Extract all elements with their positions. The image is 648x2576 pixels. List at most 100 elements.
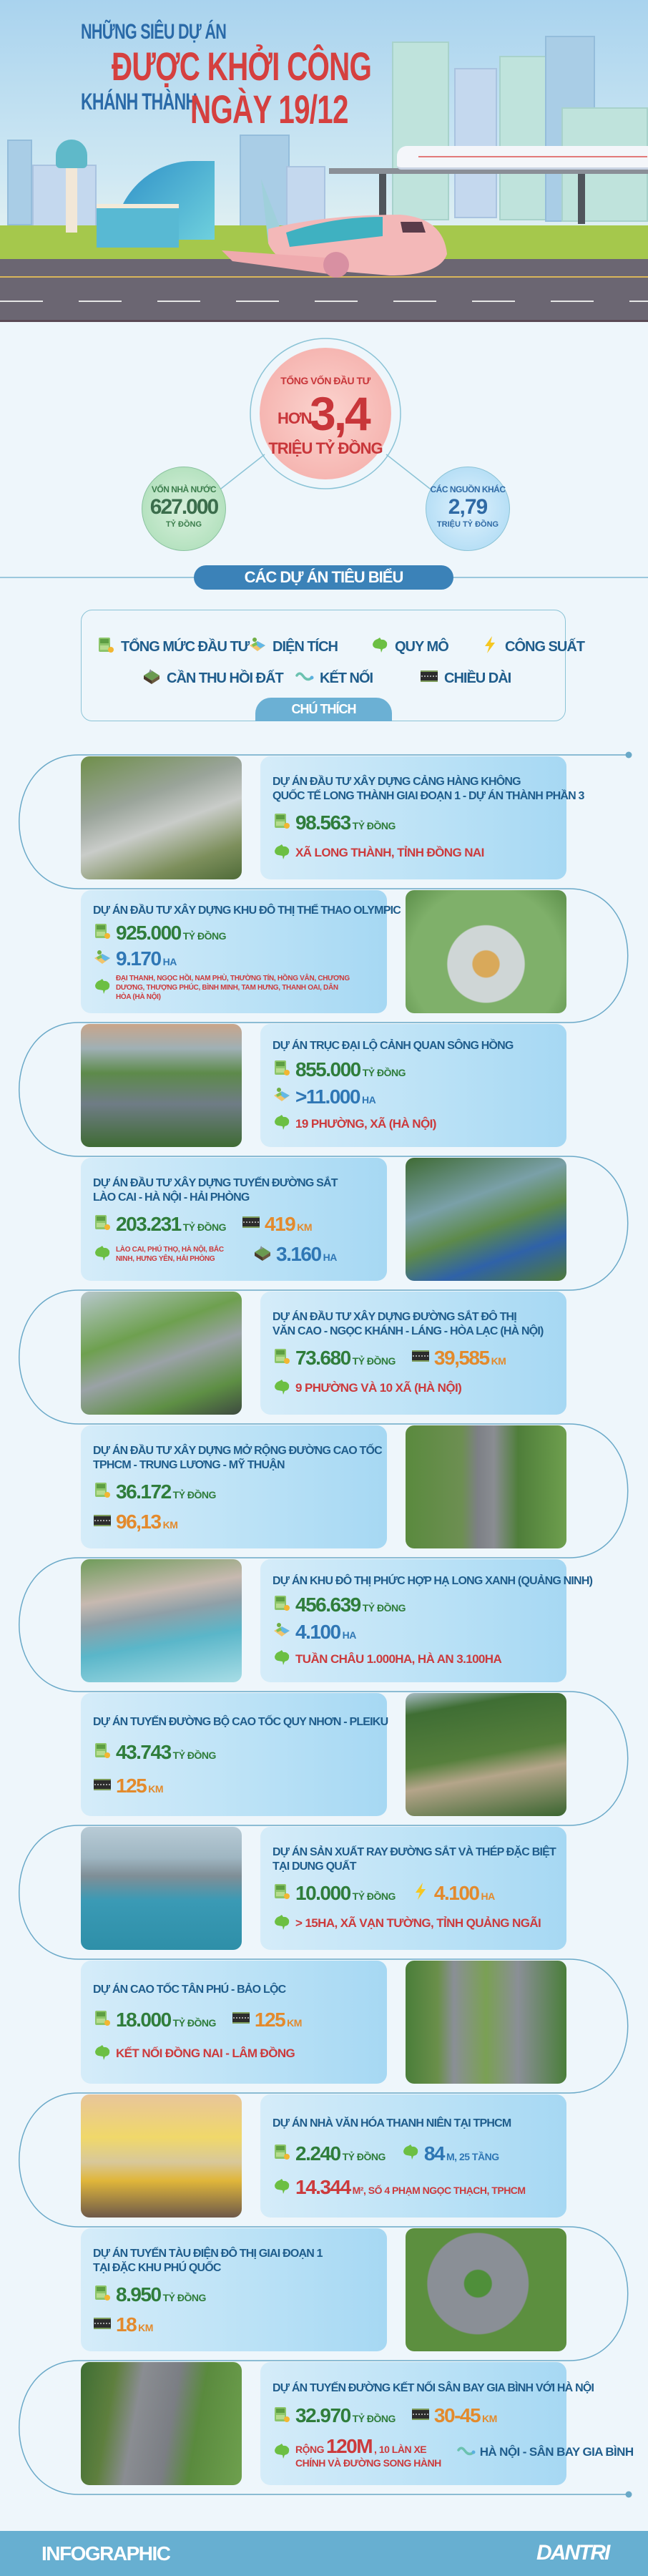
stat-row: 96,13 KM [93, 1511, 377, 1533]
stat-unit: HA [162, 956, 177, 968]
hero-banner: NHỮNG SIÊU DỰ ÁN ĐƯỢC KHỞI CÔNG KHÁNH TH… [0, 0, 648, 322]
stat-money: 32.970 TỶ ĐỒNG [273, 2405, 396, 2427]
stat-unit: HA [342, 1629, 357, 1641]
connect-icon [456, 2441, 476, 2464]
stat-text: > 15HA, XÃ VẠN TƯỜNG, TỈNH QUẢNG NGÃI [295, 1913, 541, 1934]
stat-unit: KM [491, 1355, 506, 1367]
summary-connectors [214, 338, 437, 494]
stat-row: 855.000 TỶ ĐỒNG [273, 1058, 556, 1080]
project-title-line: DỰ ÁN NHÀ VĂN HÓA THANH NIÊN TẠI TPHCM [273, 2117, 511, 2129]
stat-text: 30-45 KM [434, 2405, 497, 2426]
stat-row: 125 KM [93, 1775, 377, 1797]
stat-row: KẾT NỐI ĐỒNG NAI - LÂM ĐỒNG [93, 2043, 377, 2065]
project-photo [81, 2362, 242, 2485]
stat-unit: TỶ ĐỒNG [172, 1749, 217, 1761]
legend-label: CHIỀU DÀI [444, 670, 511, 686]
stat-text: >11.000 HA [295, 1085, 376, 1108]
stat-text: 98.563 TỶ ĐỒNG [295, 811, 396, 834]
money-icon [93, 2283, 112, 2306]
stat-money: 73.680 TỶ ĐỒNG [273, 1347, 396, 1369]
stat-row: 10.000 TỶ ĐỒNG 4.100 HA [273, 1882, 556, 1904]
stat-row: 203.231 TỶ ĐỒNG 419 KM [93, 1213, 377, 1235]
scale-icon [93, 977, 112, 999]
stat-row: 36.172 TỶ ĐỒNG [93, 1480, 377, 1503]
stat-text: 203.231 TỶ ĐỒNG [116, 1212, 227, 1235]
scale-icon [273, 2441, 291, 2464]
stat-value: 456.639 [295, 1593, 361, 1616]
total-value: 3,4 [310, 387, 371, 440]
stat-value: HÀ NỘI - SÂN BAY GIA BÌNH [479, 2445, 634, 2459]
stat-money: 2.240 TỶ ĐỒNG [273, 2142, 386, 2165]
stat-line: TUẦN CHÂU 1.000HA, HÀ AN 3.100HA [295, 1649, 502, 1670]
stat-row: 2.240 TỶ ĐỒNG 84 M, 25 TẦNG [273, 2142, 556, 2165]
project-card: DỰ ÁN ĐẦU TƯ XÂY DỰNG TUYẾN ĐƯỜNG SẮT LÀO… [81, 1158, 387, 1281]
stat-money: 203.231 TỶ ĐỒNG [93, 1212, 227, 1235]
project-title-line: DỰ ÁN CAO TỐC TÂN PHÚ - BẢO LỘC [93, 1983, 286, 1996]
stat-text: 19 PHƯỜNG, XÃ (HÀ NỘI) [295, 1113, 436, 1135]
project-photo [406, 1961, 566, 2084]
track-pillar [578, 174, 585, 224]
stat-value: 19 PHƯỜNG, XÃ (HÀ NỘI) [295, 1116, 436, 1131]
area-icon [248, 635, 267, 658]
money-icon [273, 2142, 291, 2165]
stat-scale: XÃ LONG THÀNH, TỈNH ĐỒNG NAI [273, 842, 484, 864]
section-title: CÁC DỰ ÁN TIÊU BIỂU [194, 565, 453, 590]
stat-row: 8.950 TỶ ĐỒNG [93, 2283, 377, 2306]
stat-unit: KM [287, 2016, 302, 2029]
stat-value: TUẦN CHÂU 1.000HA, HÀ AN 3.100HA [295, 1652, 502, 1666]
stat-unit: TỶ ĐỒNG [182, 1221, 227, 1233]
stat-line: 419 KM [265, 1212, 312, 1235]
stat-value: KẾT NỐI ĐỒNG NAI - LÂM ĐỒNG [116, 2046, 295, 2060]
stat-unit: HA [481, 1890, 496, 1902]
title-line-4: NGÀY 19/12 [190, 87, 348, 132]
scale-icon [93, 1244, 112, 1266]
stat-text: 8.950 TỶ ĐỒNG [116, 2283, 207, 2306]
stat-text: 2.240 TỶ ĐỒNG [295, 2142, 386, 2165]
stat-scale: 19 PHƯỜNG, XÃ (HÀ NỘI) [273, 1113, 436, 1135]
track-pillar [379, 174, 386, 224]
project-card: DỰ ÁN CAO TỐC TÂN PHÚ - BẢO LỘC 18.000 TỶ … [81, 1961, 387, 2084]
project-card: DỰ ÁN KHU ĐÔ THỊ PHỨC HỢP HẠ LONG XANH (… [260, 1559, 593, 1682]
stat-line: 73.680 TỶ ĐỒNG [295, 1347, 396, 1369]
other-sources-circle: CÁC NGUỒN KHÁC 2,79 TRIỆU TỶ ĐỒNG [426, 467, 510, 551]
stat-text: 18.000 TỶ ĐỒNG [116, 2009, 216, 2031]
stat-value: 39,585 [433, 1346, 490, 1369]
stat-power: 4.100 HA [411, 1882, 495, 1904]
project-title: DỰ ÁN SẢN XUẤT RAY ĐƯỜNG SẮT VÀ THÉP ĐẶC… [273, 1845, 556, 1874]
stat-line: 925.000 TỶ ĐỒNG [116, 922, 227, 944]
stat-length: 125 KM [93, 1775, 163, 1797]
stat-value: 203.231 [116, 1212, 182, 1235]
stat-value: 4.100 [295, 1620, 341, 1643]
stat-value: 84 [423, 2142, 446, 2165]
stat-text: 9 PHƯỜNG VÀ 10 XÃ (HÀ NỘI) [295, 1377, 462, 1399]
stat-line: 9.170 HA [116, 948, 177, 970]
legend-label: CẦN THU HỒI ĐẤT [167, 670, 284, 686]
stat-line: 125 KM [255, 2009, 302, 2031]
other-value: 2,79 [448, 495, 488, 519]
state-capital-circle: VỐN NHÀ NƯỚC 627.000 TỶ ĐỒNG [142, 467, 226, 551]
project-title: DỰ ÁN ĐẦU TƯ XÂY DỰNG TUYẾN ĐƯỜNG SẮT LÀO… [93, 1176, 377, 1205]
stat-value: 96,13 [116, 1511, 162, 1533]
state-unit: TỶ ĐỒNG [165, 520, 202, 529]
stat-line: 96,13 KM [116, 1511, 178, 1533]
building [7, 140, 32, 225]
stat-money: 925.000 TỶ ĐỒNG [93, 922, 227, 944]
stat-value: 125 [116, 1775, 147, 1797]
stat-value: 419 [265, 1212, 296, 1235]
land-icon [142, 667, 161, 690]
stat-unit: TỶ ĐỒNG [172, 1488, 217, 1501]
stat-money: 10.000 TỶ ĐỒNG [273, 1882, 396, 1904]
stat-unit: TỶ ĐỒNG [162, 2291, 207, 2303]
project-photo [406, 890, 566, 1013]
stat-unit: KM [138, 2322, 153, 2333]
project-title: DỰ ÁN TUYẾN ĐƯỜNG BỘ CAO TỐC QUY NHƠN - … [93, 1715, 388, 1729]
length-icon [411, 2405, 430, 2427]
stat-value: LÀO CAI, PHÚ THỌ, HÀ NỘI, BẮC NINH, HƯNG… [116, 1245, 224, 1263]
total-unit: TRIỆU TỶ ĐỒNG [268, 439, 383, 457]
stat-connect: HÀ NỘI - SÂN BAY GIA BÌNH [456, 2441, 634, 2464]
stat-row: 18 KM [93, 2314, 377, 2336]
stat-row: 18.000 TỶ ĐỒNG 125 KM [93, 2009, 377, 2031]
power-icon [411, 1882, 430, 1904]
stat-scale: TUẦN CHÂU 1.000HA, HÀ AN 3.100HA [273, 1648, 502, 1670]
stat-line: RỘNG 120M, 10 LÀN XE [295, 2436, 441, 2457]
